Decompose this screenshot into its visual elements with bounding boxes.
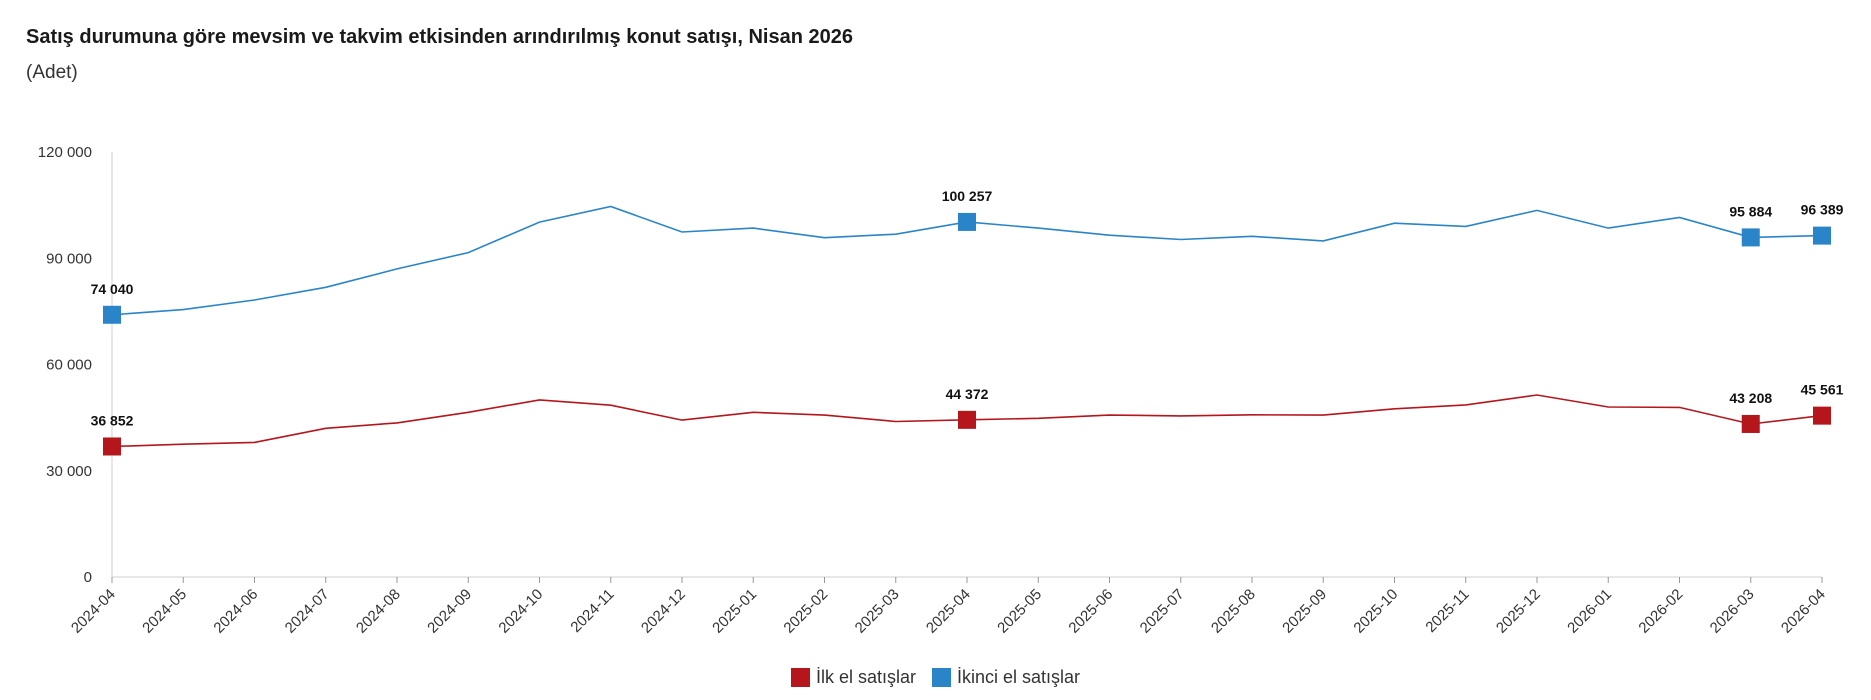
legend-label-ilk-el: İlk el satışlar	[815, 667, 916, 687]
x-tick-label: 2024-07	[282, 586, 333, 637]
x-tick-label: 2024-04	[68, 586, 119, 637]
data-point-marker	[103, 305, 121, 324]
x-tick-label: 2025-04	[923, 586, 974, 637]
data-label: 74 040	[91, 281, 134, 297]
legend-swatch-ilk-el	[790, 668, 810, 687]
data-label: 43 208	[1729, 390, 1772, 406]
y-tick-label: 30 000	[46, 463, 92, 480]
x-tick-label: 2024-09	[424, 586, 475, 637]
x-tick-label: 2025-09	[1279, 586, 1330, 637]
legend-item-ikinci-el[interactable]: İkinci el satışlar	[931, 667, 1081, 688]
x-tick-label: 2026-01	[1564, 586, 1615, 637]
x-tick-label: 2025-05	[994, 586, 1045, 637]
x-tick-label: 2025-06	[1065, 586, 1116, 637]
chart-legend: İlk el satışlar İkinci el satışlar	[0, 667, 1871, 688]
x-tick-label: 2026-04	[1778, 586, 1829, 637]
y-tick-label: 120 000	[38, 144, 92, 161]
data-label: 96 389	[1801, 202, 1844, 218]
x-tick-label: 2024-06	[210, 586, 261, 637]
x-tick-label: 2024-08	[353, 586, 404, 637]
legend-label-ikinci-el: İkinci el satışlar	[956, 667, 1081, 687]
data-label: 36 852	[91, 412, 134, 428]
x-tick-label: 2026-02	[1635, 586, 1686, 637]
x-tick-label: 2024-11	[567, 586, 617, 636]
legend-swatch-ikinci-el	[931, 668, 951, 687]
data-label: 44 372	[946, 386, 989, 402]
data-point-marker	[1813, 226, 1831, 245]
x-tick-label: 2024-12	[638, 586, 689, 637]
data-label: 100 257	[942, 188, 993, 204]
x-tick-label: 2025-02	[780, 586, 831, 637]
data-point-marker	[958, 212, 976, 231]
legend-item-ilk-el[interactable]: İlk el satışlar	[790, 667, 916, 688]
x-tick-label: 2025-01	[709, 586, 760, 637]
x-tick-label: 2025-08	[1208, 586, 1259, 637]
data-point-marker	[1813, 406, 1831, 425]
y-tick-label: 60 000	[46, 357, 92, 374]
data-label: 95 884	[1729, 203, 1772, 219]
x-tick-label: 2025-11	[1422, 586, 1472, 636]
x-tick-label: 2025-03	[852, 586, 903, 637]
chart-subtitle: (Adet)	[26, 62, 78, 83]
data-point-marker	[1741, 414, 1760, 433]
chart-title: Satış durumuna göre mevsim ve takvim etk…	[26, 26, 853, 48]
y-tick-label: 90 000	[46, 250, 92, 267]
y-tick-label: 0	[84, 569, 92, 586]
data-point-marker	[958, 410, 976, 429]
data-label: 45 561	[1801, 382, 1844, 398]
x-tick-label: 2025-10	[1350, 586, 1401, 637]
x-tick-label: 2024-05	[139, 586, 190, 637]
x-tick-label: 2024-10	[495, 586, 546, 637]
x-tick-label: 2025-12	[1493, 586, 1544, 637]
x-tick-label: 2026-03	[1707, 586, 1758, 637]
data-point-marker	[1741, 228, 1760, 247]
x-tick-label: 2025-07	[1137, 586, 1188, 637]
data-point-marker	[103, 437, 121, 456]
